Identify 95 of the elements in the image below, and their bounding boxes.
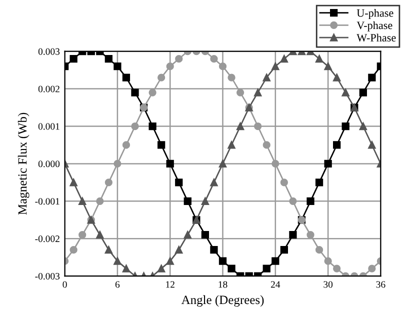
point bbox=[210, 178, 218, 186]
point bbox=[359, 88, 367, 96]
point bbox=[114, 160, 122, 168]
y-tick-label: -0.003 bbox=[35, 272, 60, 280]
point bbox=[210, 246, 218, 254]
legend-label: W-Phase bbox=[356, 34, 396, 42]
x-tick-label: 24 bbox=[270, 281, 280, 288]
point bbox=[70, 178, 78, 186]
x-tick-label: 36 bbox=[376, 281, 386, 288]
point bbox=[201, 231, 210, 239]
x-axis-title: Angle (Degrees) bbox=[181, 295, 264, 307]
point bbox=[122, 141, 130, 149]
point bbox=[166, 160, 174, 168]
point bbox=[104, 178, 112, 186]
point bbox=[131, 122, 139, 130]
point bbox=[70, 246, 78, 254]
point bbox=[368, 264, 376, 272]
point bbox=[114, 257, 122, 265]
point bbox=[78, 197, 86, 205]
point bbox=[218, 62, 227, 70]
point bbox=[201, 197, 210, 205]
point bbox=[96, 231, 104, 239]
point bbox=[218, 257, 227, 265]
x-tick-label: 6 bbox=[115, 281, 120, 288]
x-tick-label: 12 bbox=[166, 281, 174, 288]
point bbox=[280, 246, 288, 254]
x-tick-label: 30 bbox=[324, 281, 333, 288]
point bbox=[184, 197, 192, 205]
point bbox=[272, 257, 280, 265]
point bbox=[158, 264, 166, 272]
y-tick-label: 0.003 bbox=[38, 48, 60, 55]
point bbox=[262, 141, 270, 149]
y-axis-title: Magnetic Flux (Wb) bbox=[18, 112, 30, 215]
point bbox=[175, 246, 183, 254]
point bbox=[148, 88, 156, 96]
point bbox=[184, 231, 192, 239]
point bbox=[280, 178, 288, 186]
point bbox=[368, 141, 376, 149]
point bbox=[104, 246, 112, 254]
point bbox=[78, 231, 86, 239]
point bbox=[342, 88, 350, 96]
point bbox=[218, 160, 227, 168]
point bbox=[289, 231, 297, 239]
point bbox=[280, 55, 288, 63]
point bbox=[254, 88, 262, 96]
point bbox=[262, 74, 270, 82]
point bbox=[359, 122, 367, 130]
point bbox=[306, 231, 314, 239]
y-tick-label: 0.001 bbox=[38, 123, 60, 130]
point bbox=[333, 74, 341, 82]
point bbox=[324, 160, 332, 168]
point bbox=[210, 55, 218, 63]
x-tick-label: 0 bbox=[62, 281, 67, 288]
y-tick-label: -0.001 bbox=[35, 198, 60, 205]
point bbox=[324, 257, 332, 265]
point bbox=[148, 122, 156, 130]
point bbox=[122, 264, 130, 272]
point bbox=[158, 74, 166, 82]
point bbox=[315, 246, 324, 254]
point bbox=[122, 74, 130, 82]
point bbox=[96, 197, 104, 205]
point bbox=[315, 178, 324, 186]
x-tick-label: 18 bbox=[218, 281, 228, 288]
point bbox=[236, 88, 244, 96]
point bbox=[114, 62, 122, 70]
point bbox=[175, 55, 183, 63]
point bbox=[324, 62, 332, 70]
point bbox=[333, 264, 341, 272]
point bbox=[236, 122, 244, 130]
point bbox=[272, 62, 280, 70]
point bbox=[131, 88, 139, 96]
point bbox=[342, 122, 350, 130]
point bbox=[166, 257, 174, 265]
point bbox=[104, 55, 112, 63]
point bbox=[166, 62, 174, 70]
point bbox=[228, 264, 236, 272]
point bbox=[333, 141, 341, 149]
point bbox=[254, 122, 262, 130]
line-series bbox=[64, 51, 381, 276]
point bbox=[175, 178, 183, 186]
point bbox=[158, 141, 166, 149]
legend-label: V-phase bbox=[356, 21, 392, 32]
y-tick-label: 0.002 bbox=[38, 86, 60, 92]
point bbox=[262, 264, 270, 272]
point bbox=[272, 160, 280, 168]
point bbox=[228, 141, 236, 149]
y-tick-label: -0.002 bbox=[35, 236, 60, 242]
legend-label: U-phase bbox=[356, 8, 394, 20]
point bbox=[368, 74, 376, 82]
point bbox=[289, 197, 297, 205]
point bbox=[315, 55, 324, 63]
point bbox=[306, 197, 314, 205]
point bbox=[70, 55, 78, 63]
point bbox=[228, 74, 236, 82]
y-tick-label: 0.000 bbox=[38, 160, 60, 168]
